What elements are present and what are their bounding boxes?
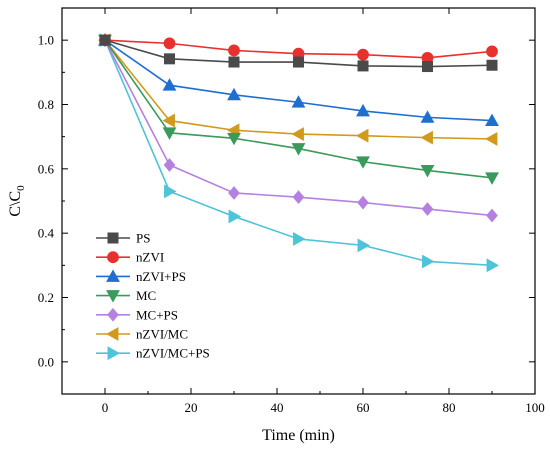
- data-point: [163, 37, 176, 50]
- series-nzvi-mc-ps: [99, 33, 500, 273]
- legend-entry: nZVI+PS: [96, 269, 186, 284]
- legend-marker: [106, 290, 120, 303]
- data-point: [99, 34, 111, 46]
- data-point: [292, 190, 305, 205]
- legend-label: MC: [136, 288, 156, 303]
- y-axis-title-subscript: 0: [15, 185, 27, 191]
- data-point: [228, 44, 240, 57]
- legend-label: PS: [136, 231, 150, 246]
- data-point: [420, 165, 435, 178]
- data-point: [228, 209, 242, 224]
- y-tick-label: 0.8: [38, 97, 54, 112]
- legend-entry: nZVI/MC+PS: [96, 346, 210, 361]
- y-tick-label: 0.6: [38, 161, 55, 176]
- legend-entry: PS: [96, 231, 150, 246]
- y-axis-title: C\C0: [7, 185, 27, 217]
- y-tick-label: 0.0: [38, 354, 54, 369]
- legend-marker: [107, 307, 119, 322]
- plot-area: [97, 33, 500, 273]
- x-tick-label: 80: [443, 400, 456, 415]
- data-point: [486, 45, 498, 58]
- data-point: [163, 158, 176, 172]
- legend-label: nZVI/MC: [136, 327, 188, 342]
- data-point: [292, 56, 304, 68]
- data-point: [291, 95, 306, 108]
- data-point: [420, 110, 435, 123]
- data-point: [228, 56, 240, 68]
- y-axis-title-main: C\C: [7, 191, 24, 217]
- series-mc-ps: [99, 33, 498, 223]
- data-point: [357, 60, 369, 72]
- x-tick-label: 100: [525, 400, 545, 415]
- legend-marker: [107, 346, 121, 361]
- data-point: [420, 130, 433, 145]
- legend-entry: nZVI: [96, 250, 164, 265]
- x-tick-label: 60: [357, 400, 370, 415]
- x-tick-label: 20: [185, 400, 198, 415]
- data-point: [355, 128, 369, 143]
- data-point: [291, 127, 304, 142]
- data-point: [164, 53, 176, 65]
- y-tick-label: 0.4: [38, 226, 55, 241]
- data-point: [485, 172, 499, 185]
- data-point: [162, 127, 177, 140]
- data-point: [162, 113, 175, 128]
- data-point: [357, 195, 369, 210]
- data-point: [228, 186, 240, 200]
- data-point: [484, 132, 498, 146]
- y-tick-label: 0.2: [38, 290, 54, 305]
- legend-marker: [107, 251, 119, 264]
- y-tick-label: 1.0: [38, 33, 54, 48]
- data-point: [486, 258, 500, 273]
- x-tick-label: 0: [102, 400, 109, 415]
- data-point: [293, 232, 306, 246]
- legend-marker: [106, 269, 120, 282]
- data-point: [421, 202, 434, 216]
- data-point: [357, 238, 371, 253]
- data-point: [422, 254, 435, 269]
- legend-marker: [105, 327, 119, 341]
- x-axis-title: Time (min): [262, 427, 335, 444]
- legend-label: nZVI/MC+PS: [136, 346, 210, 361]
- data-point: [164, 184, 177, 199]
- data-point: [356, 156, 370, 169]
- data-point: [486, 208, 498, 223]
- data-point: [291, 143, 306, 156]
- data-point: [162, 78, 177, 91]
- legend-label: MC+PS: [136, 307, 178, 322]
- data-point: [357, 48, 369, 61]
- data-point: [356, 103, 370, 117]
- legend-entry: MC: [96, 288, 156, 303]
- legend-marker: [107, 232, 119, 244]
- legend: PS nZVI nZVI+PS MC MC+PS nZVI/MC nZVI/MC+PS: [96, 231, 210, 361]
- legend-entry: nZVI/MC: [96, 327, 188, 342]
- data-point: [421, 61, 433, 73]
- data-point: [227, 132, 241, 146]
- data-point: [227, 87, 241, 101]
- series-ps: [99, 34, 498, 73]
- data-point: [485, 113, 499, 127]
- legend-label: nZVI: [136, 250, 164, 265]
- legend-entry: MC+PS: [96, 307, 178, 322]
- axes: 0 20 40 60 80 100 0.0 0.2 0.4 0.6 0.8 1.0: [38, 7, 545, 415]
- data-point: [486, 59, 498, 71]
- series-nzvi-ps: [98, 33, 499, 127]
- legend-label: nZVI+PS: [136, 269, 186, 284]
- x-tick-label: 40: [271, 400, 284, 415]
